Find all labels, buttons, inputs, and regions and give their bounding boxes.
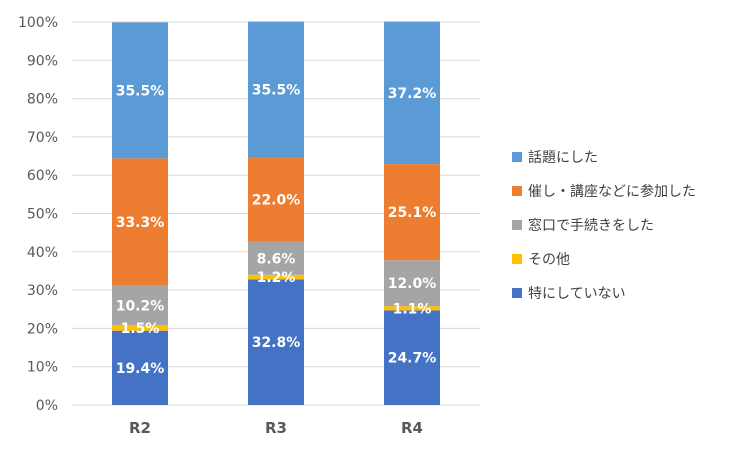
y-tick-label: 80%: [27, 92, 58, 108]
y-axis-ticks: 0% 10% 20% 30% 40% 50% 60% 70% 80% 90% 100%: [18, 15, 58, 414]
data-label: 25.1%: [388, 205, 437, 221]
bar-segment: [384, 260, 440, 307]
y-tick-label: 40%: [27, 245, 58, 261]
legend-swatch: [512, 152, 522, 162]
bar-segment: [248, 241, 304, 275]
bar-segment: [112, 285, 168, 325]
data-labels: 19.4% 1.5% 10.2% 33.3% 35.5% 32.8% 1.2% 8.6% 22.…: [116, 83, 437, 377]
bars: [112, 21, 440, 405]
data-label: 10.2%: [116, 298, 165, 314]
x-category-label: R4: [401, 419, 423, 437]
legend-label: 話題にした: [528, 149, 598, 166]
x-category-label: R3: [265, 419, 287, 437]
data-label: 33.3%: [116, 215, 165, 231]
data-label: 19.4%: [116, 361, 165, 377]
bar-segment: [384, 306, 440, 311]
legend-label: その他: [528, 252, 570, 268]
legend-label: 催し・講座などに参加した: [528, 183, 696, 200]
bar-segment: [112, 324, 168, 331]
legend-label: 窓口で手続きをした: [528, 217, 654, 234]
bar-segment: [112, 22, 168, 159]
y-tick-label: 90%: [27, 53, 58, 69]
x-axis-categories: R2 R3 R4: [129, 419, 423, 437]
data-label: 1.1%: [393, 301, 432, 317]
y-tick-label: 50%: [27, 207, 58, 223]
data-label: 8.6%: [257, 251, 296, 267]
x-category-label: R2: [129, 419, 151, 437]
legend-label: 特にしていない: [528, 286, 626, 302]
legend-swatch: [512, 254, 522, 264]
data-label: 22.0%: [252, 193, 301, 209]
data-label: 37.2%: [388, 86, 437, 102]
y-tick-label: 60%: [27, 168, 58, 184]
bar-segment: [248, 157, 304, 242]
bar-segment: [384, 310, 440, 405]
data-label: 1.5%: [121, 321, 160, 337]
legend-swatch: [512, 220, 522, 230]
bar-segment: [248, 279, 304, 405]
y-tick-label: 10%: [27, 360, 58, 376]
data-label: 35.5%: [116, 83, 165, 99]
bar-segment: [384, 164, 440, 261]
bar-segment: [112, 330, 168, 405]
bar-segment: [248, 21, 304, 158]
y-tick-label: 0%: [36, 398, 58, 414]
legend-swatch: [512, 186, 522, 196]
data-label: 1.2%: [257, 270, 296, 286]
bar-segment: [384, 21, 440, 165]
data-label: 24.7%: [388, 351, 437, 367]
y-tick-label: 30%: [27, 283, 58, 299]
data-label: 32.8%: [252, 335, 301, 351]
y-tick-label: 70%: [27, 130, 58, 146]
y-tick-label: 20%: [27, 321, 58, 337]
data-label: 12.0%: [388, 276, 437, 292]
legend-swatch: [512, 288, 522, 298]
y-tick-label: 100%: [18, 15, 58, 31]
bar-segment: [112, 158, 168, 286]
data-label: 35.5%: [252, 83, 301, 99]
bar-segment: [248, 274, 304, 280]
